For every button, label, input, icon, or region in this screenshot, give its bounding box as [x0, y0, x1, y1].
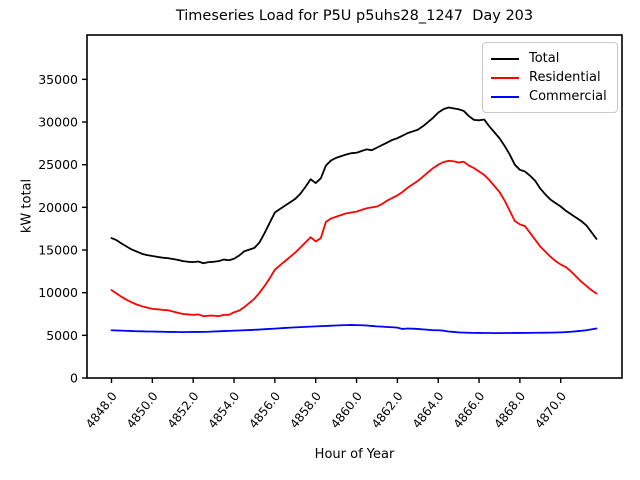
x-tick-label: 4856.0 [246, 389, 283, 431]
x-tick-label: 4858.0 [287, 389, 324, 431]
y-tick-label: 0 [70, 371, 78, 386]
y-tick-label: 20000 [38, 200, 78, 215]
series-line-total [110, 106, 598, 265]
y-tick-label: 30000 [38, 115, 78, 130]
x-tick-label: 4864.0 [410, 389, 447, 431]
y-tick-label: 15000 [38, 243, 78, 258]
series-line-commercial [110, 324, 598, 335]
x-tick-label: 4852.0 [165, 389, 202, 431]
x-tick-label: 4870.0 [532, 389, 569, 431]
y-axis-ticks: 0 5000 10000 15000 20000 25000 30000 35000 [38, 72, 87, 386]
legend-entry-total: Total [491, 49, 609, 68]
legend-label-commercial: Commercial [529, 89, 607, 104]
x-tick-label: 4850.0 [124, 389, 161, 431]
legend-label-total: Total [529, 51, 560, 66]
series-line-residential [110, 159, 598, 318]
legend-line-total [491, 57, 519, 60]
x-axis-ticks: 4848.0 4850.0 4852.0 4854.0 4856.0 4858.0 4860… [83, 378, 569, 431]
chart-title: Timeseries Load for P5U p5uhs28_1247 Day… [175, 8, 534, 24]
y-tick-label: 25000 [38, 157, 78, 172]
x-tick-label: 4862.0 [369, 389, 406, 431]
legend-label-residential: Residential [529, 70, 601, 85]
legend-entry-commercial: Commercial [491, 87, 609, 106]
x-tick-label: 4868.0 [491, 389, 528, 431]
legend-entry-residential: Residential [491, 68, 609, 87]
y-tick-label: 5000 [46, 328, 78, 343]
x-axis-label: Hour of Year [314, 447, 395, 462]
y-tick-label: 35000 [38, 72, 78, 87]
axes-spines [86, 34, 623, 379]
y-tick-label: 10000 [38, 285, 78, 300]
x-tick-label: 4848.0 [83, 389, 120, 431]
x-tick-label: 4866.0 [451, 389, 488, 431]
legend: Total Residential Commercial [482, 42, 618, 113]
x-tick-label: 4860.0 [328, 389, 365, 431]
x-tick-label: 4854.0 [205, 389, 242, 431]
legend-line-residential [491, 76, 519, 79]
legend-line-commercial [491, 95, 519, 98]
